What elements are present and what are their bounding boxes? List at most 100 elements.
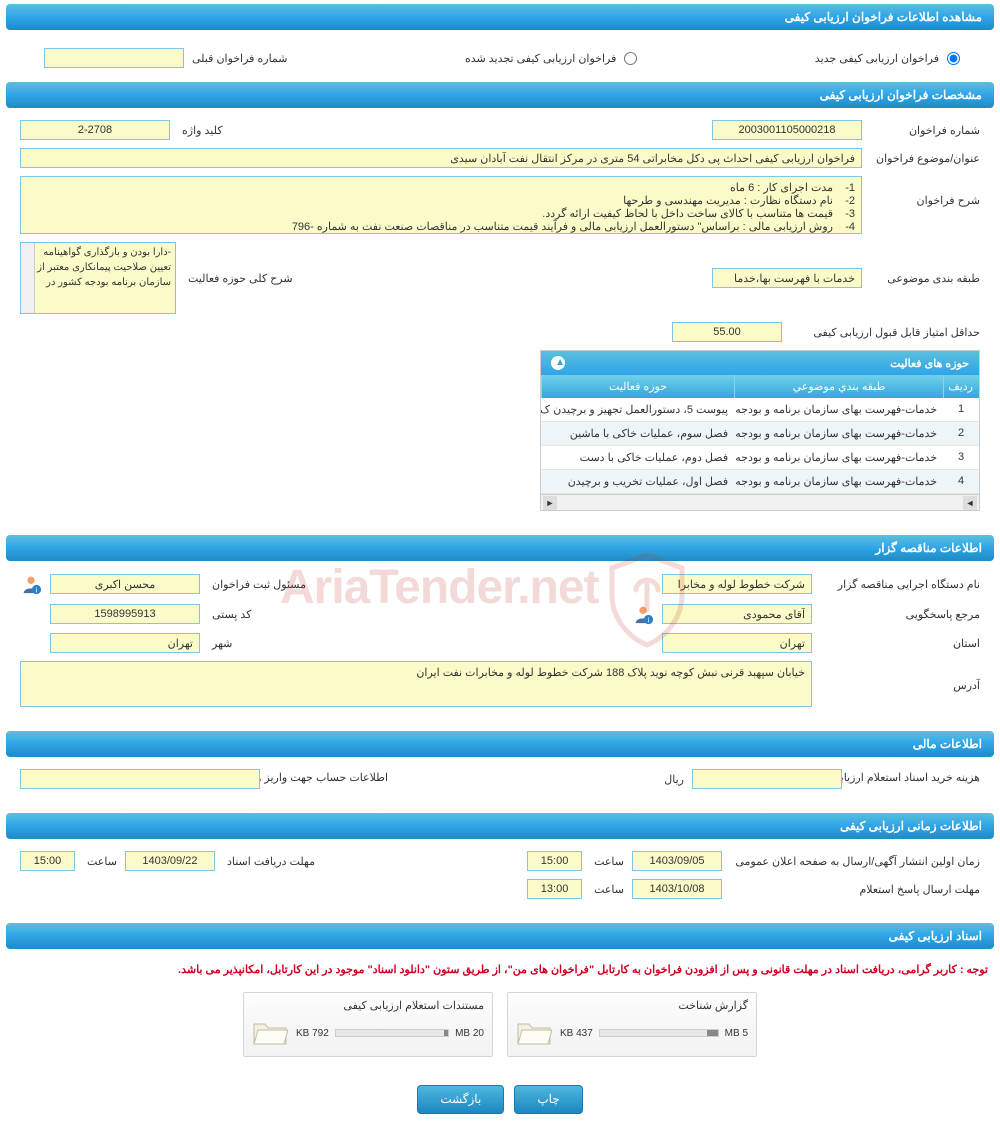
respond-time-input[interactable] [527, 879, 582, 899]
scope-list-text: -دارا بودن و بارگذاری گواهینامه تعیین صل… [37, 247, 171, 288]
receive-time-label: ساعت [83, 855, 117, 868]
file1-title: گزارش شناخت [516, 999, 748, 1018]
account-input[interactable] [20, 769, 260, 789]
province-input[interactable] [662, 633, 812, 653]
receive-date-input[interactable] [125, 851, 215, 871]
address-textarea[interactable] [20, 661, 812, 707]
receive-time-input[interactable] [20, 851, 75, 871]
person-icon: i [632, 603, 654, 625]
org-label: نام دستگاه اجرایی مناقصه گزار [820, 578, 980, 591]
prev-number-label: شماره فراخوان قبلی [188, 52, 288, 65]
table-row[interactable]: 3خدمات-فهرست بهای سازمان برنامه و بودجهف… [541, 446, 979, 470]
city-label: شهر [208, 637, 232, 650]
activity-table: حوزه های فعالیت ▲ ردیف طبقه بندي موضوعي … [540, 350, 980, 511]
publish-time-label: ساعت [590, 855, 624, 868]
col-header-index: ردیف [943, 375, 979, 398]
table-row[interactable]: 4خدمات-فهرست بهای سازمان برنامه و بودجهف… [541, 470, 979, 494]
registrar-label: مسئول ثبت فراخوان [208, 578, 306, 591]
section-header-spec: مشخصات فراخوان ارزیابی کیفی [6, 82, 994, 108]
city-input[interactable] [50, 633, 200, 653]
publish-date-input[interactable] [632, 851, 722, 871]
category-label: طبقه بندی موضوعی [870, 272, 980, 285]
keyword-label: کلید واژه [178, 124, 222, 137]
section-header-view-info: مشاهده اطلاعات فراخوان ارزیابی کیفی [6, 4, 994, 30]
activity-hscrollbar[interactable]: ◄ ► [541, 494, 979, 510]
cell-index: 3 [943, 446, 979, 469]
respond-time-label: ساعت [590, 883, 624, 896]
scroll-right-icon[interactable]: ► [543, 496, 557, 510]
table-row[interactable]: 1خدمات-فهرست بهای سازمان برنامه و بودجهپ… [541, 398, 979, 422]
postal-input[interactable] [50, 604, 200, 624]
account-label: اطلاعات حساب جهت واریز هزینه خرید اسناد [268, 770, 388, 788]
file2-title: مستندات استعلام ارزیابی کیفی [252, 999, 484, 1018]
cell-index: 2 [943, 422, 979, 445]
print-button[interactable]: چاپ [514, 1085, 582, 1114]
address-label: آدرس [820, 661, 980, 692]
col-header-category: طبقه بندي موضوعي [734, 375, 943, 398]
file-card-2[interactable]: مستندات استعلام ارزیابی کیفی 20 MB 792 K… [243, 992, 493, 1057]
activity-title: حوزه های فعالیت [890, 357, 969, 370]
cell-activity: فصل سوم، عملیات خاکی با ماشین [541, 422, 734, 445]
radio-new-label: فراخوان ارزیابی کیفی جدید [815, 52, 939, 65]
activity-rows-container: 1خدمات-فهرست بهای سازمان برنامه و بودجهپ… [541, 398, 979, 494]
col-header-activity: حوزه فعاليت [541, 375, 734, 398]
publish-time-input[interactable] [527, 851, 582, 871]
publish-label: زمان اولین انتشار آگهی/ارسال به صفحه اعل… [730, 855, 980, 868]
scope-list[interactable]: -دارا بودن و بارگذاری گواهینامه تعیین صل… [20, 242, 176, 314]
responder-label: مرجع پاسخگویی [820, 608, 980, 621]
responder-input[interactable] [662, 604, 812, 624]
scope-scrollbar[interactable] [21, 243, 35, 313]
postal-label: کد پستی [208, 608, 251, 621]
org-input[interactable] [662, 574, 812, 594]
scroll-left-icon[interactable]: ◄ [963, 496, 977, 510]
radio-new-input[interactable] [947, 52, 960, 65]
respond-label: مهلت ارسال پاسخ استعلام [730, 883, 980, 896]
cell-category: خدمات-فهرست بهای سازمان برنامه و بودجه [734, 470, 943, 493]
province-label: استان [820, 637, 980, 650]
cell-index: 4 [943, 470, 979, 493]
cell-activity: فصل دوم، عملیات خاکی با دست [541, 446, 734, 469]
desc-textarea[interactable] [20, 176, 862, 234]
category-input[interactable] [712, 268, 862, 288]
cell-index: 1 [943, 398, 979, 421]
min-score-label: حداقل امتیاز قابل قبول ارزیابی کیفی [790, 326, 980, 339]
respond-date-input[interactable] [632, 879, 722, 899]
prev-number-input[interactable] [44, 48, 184, 68]
call-type-radio-group: فراخوان ارزیابی کیفی جدید فراخوان ارزیاب… [0, 38, 1000, 78]
file2-cap: 20 MB [455, 1028, 484, 1039]
file1-progress-bar [599, 1029, 719, 1037]
file1-cap: 5 MB [725, 1028, 748, 1039]
activity-columns: ردیف طبقه بندي موضوعي حوزه فعاليت [541, 375, 979, 398]
receive-label: مهلت دریافت اسناد [223, 855, 315, 868]
cost-input[interactable] [692, 769, 842, 789]
cell-activity: پیوست 5، دستورالعمل تجهیز و برچیدن ک [541, 398, 734, 421]
table-row[interactable]: 2خدمات-فهرست بهای سازمان برنامه و بودجهف… [541, 422, 979, 446]
section-header-financial: اطلاعات مالی [6, 731, 994, 757]
cell-category: خدمات-فهرست بهای سازمان برنامه و بودجه [734, 422, 943, 445]
radio-renewed-call[interactable]: فراخوان ارزیابی کیفی تجدید شده [465, 52, 637, 65]
back-button[interactable]: بازگشت [417, 1085, 504, 1114]
subject-input[interactable] [20, 148, 862, 168]
file2-size: 792 KB [296, 1028, 329, 1039]
file1-size: 437 KB [560, 1028, 593, 1039]
currency-label: ریال [660, 773, 684, 786]
collapse-icon[interactable]: ▲ [551, 356, 565, 370]
call-number-input[interactable] [712, 120, 862, 140]
file-card-1[interactable]: گزارش شناخت 5 MB 437 KB [507, 992, 757, 1057]
radio-renewed-input[interactable] [624, 52, 637, 65]
activity-table-header: حوزه های فعالیت ▲ [541, 351, 979, 375]
call-number-label: شماره فراخوان [870, 124, 980, 137]
docs-notice: توجه : کاربر گرامی، دریافت اسناد در مهلت… [0, 957, 1000, 982]
radio-new-call[interactable]: فراخوان ارزیابی کیفی جدید [815, 52, 960, 65]
cost-label: هزینه خرید اسناد استعلام ارزیابی کیفی [850, 770, 980, 788]
radio-renewed-label: فراخوان ارزیابی کیفی تجدید شده [465, 52, 616, 65]
min-score-input[interactable] [672, 322, 782, 342]
folder-icon [516, 1018, 552, 1048]
cell-activity: فصل اول، عملیات تخریب و برچیدن [541, 470, 734, 493]
desc-label: شرح فراخوان [870, 176, 980, 207]
scope-label: شرح کلی حوزه فعالیت [184, 272, 293, 285]
person-icon: i [20, 573, 42, 595]
registrar-input[interactable] [50, 574, 200, 594]
folder-icon [252, 1018, 288, 1048]
keyword-input[interactable] [20, 120, 170, 140]
